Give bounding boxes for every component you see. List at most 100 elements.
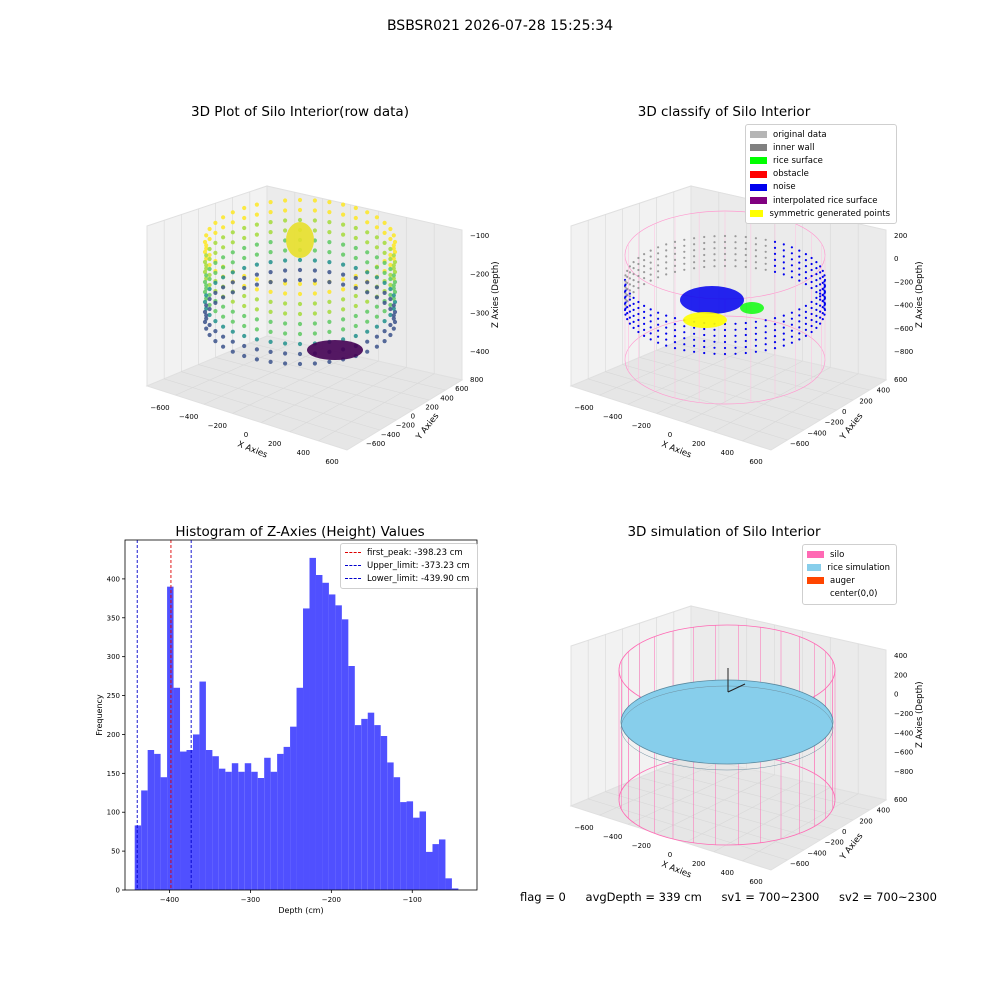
histogram-bar bbox=[432, 844, 439, 890]
class-point bbox=[819, 322, 822, 325]
x-tick-label: −300 bbox=[241, 896, 260, 904]
histogram-bar bbox=[212, 756, 219, 890]
data-point bbox=[388, 296, 393, 302]
data-point bbox=[388, 256, 393, 262]
class-point bbox=[649, 261, 652, 264]
legend-entry: symmetric generated points bbox=[750, 207, 890, 220]
class-point bbox=[693, 344, 696, 347]
x-tick-label: 200 bbox=[268, 440, 281, 448]
data-point bbox=[283, 331, 288, 336]
class-point bbox=[626, 281, 629, 284]
data-point bbox=[391, 246, 396, 251]
z-tick-label: −600 bbox=[894, 749, 913, 757]
z-tick-label: 0 bbox=[894, 691, 898, 699]
data-point bbox=[207, 266, 212, 272]
data-point bbox=[254, 272, 259, 277]
data-point bbox=[207, 292, 212, 298]
class-point bbox=[734, 241, 737, 244]
legend-entry: silo bbox=[807, 548, 890, 561]
data-point bbox=[242, 235, 247, 241]
data-point bbox=[213, 339, 218, 344]
grid-line bbox=[639, 357, 837, 411]
class-point bbox=[764, 343, 767, 346]
data-point bbox=[213, 329, 218, 334]
histogram-bar bbox=[244, 763, 252, 890]
class-point bbox=[734, 352, 737, 355]
legend-label: rice simulation bbox=[827, 562, 890, 573]
class-point bbox=[632, 261, 635, 264]
auger-arm bbox=[727, 683, 746, 693]
y-tick-label: −400 bbox=[381, 431, 400, 439]
z-tick-label: −100 bbox=[470, 232, 489, 240]
class-point bbox=[790, 276, 794, 279]
grid-line bbox=[685, 780, 803, 843]
data-point bbox=[391, 326, 396, 331]
data-point bbox=[388, 246, 393, 252]
data-point bbox=[283, 361, 288, 366]
class-point bbox=[815, 285, 818, 288]
class-point bbox=[804, 253, 808, 256]
data-point bbox=[312, 218, 317, 223]
data-point bbox=[242, 225, 247, 231]
class-point bbox=[683, 349, 686, 352]
raw-plot-title: 3D Plot of Silo Interior(row data) bbox=[191, 104, 409, 120]
class-point bbox=[703, 247, 706, 251]
data-point bbox=[268, 200, 273, 205]
class-point bbox=[673, 258, 677, 261]
data-point bbox=[283, 278, 288, 283]
class-point bbox=[649, 249, 652, 252]
class-point bbox=[665, 332, 668, 335]
data-point bbox=[254, 317, 259, 322]
data-point bbox=[204, 316, 209, 321]
data-point bbox=[213, 260, 218, 265]
class-point bbox=[773, 335, 777, 338]
x-tick-label: 0 bbox=[668, 851, 672, 859]
class-point bbox=[810, 280, 813, 284]
grid-line bbox=[204, 348, 323, 405]
class-point bbox=[734, 265, 737, 268]
data-point bbox=[391, 276, 396, 281]
histogram-legend: first_peak: -398.23 cm Upper_limit: -373.… bbox=[340, 543, 478, 589]
class-point bbox=[693, 255, 696, 258]
grid-line bbox=[622, 364, 821, 421]
plot-frame bbox=[124, 539, 478, 891]
class-point bbox=[773, 347, 777, 350]
class-point bbox=[821, 281, 824, 284]
data-point bbox=[388, 262, 393, 268]
data-point bbox=[230, 319, 235, 324]
grid-line bbox=[673, 342, 870, 391]
grid-line bbox=[685, 360, 803, 423]
class-point bbox=[713, 352, 716, 355]
data-point bbox=[365, 319, 370, 324]
data-point bbox=[365, 270, 370, 275]
class-point bbox=[628, 304, 632, 307]
class-point bbox=[798, 261, 801, 264]
y-axis-label: Frequency bbox=[95, 694, 104, 736]
class-point bbox=[723, 352, 727, 356]
data-point bbox=[312, 321, 317, 326]
data-point bbox=[374, 255, 379, 260]
data-point bbox=[391, 303, 396, 308]
histogram-bar bbox=[186, 750, 193, 890]
class-point bbox=[723, 334, 727, 338]
x-tick-label: −600 bbox=[150, 404, 169, 412]
class-point bbox=[782, 344, 785, 347]
grid-line bbox=[628, 348, 747, 405]
data-point bbox=[221, 215, 226, 220]
class-point bbox=[628, 316, 632, 319]
data-point bbox=[283, 341, 288, 346]
data-point bbox=[283, 228, 288, 233]
class-point bbox=[657, 329, 660, 332]
data-point bbox=[312, 278, 317, 283]
data-point bbox=[213, 309, 218, 314]
class-point bbox=[683, 250, 686, 253]
class-point bbox=[764, 319, 767, 322]
data-point bbox=[327, 280, 332, 285]
data-point bbox=[207, 282, 212, 288]
data-point bbox=[374, 285, 379, 290]
data-point bbox=[204, 276, 209, 281]
y-tick-label: −600 bbox=[366, 440, 385, 448]
data-point bbox=[221, 245, 226, 250]
class-point bbox=[649, 255, 652, 258]
data-point bbox=[391, 266, 396, 271]
